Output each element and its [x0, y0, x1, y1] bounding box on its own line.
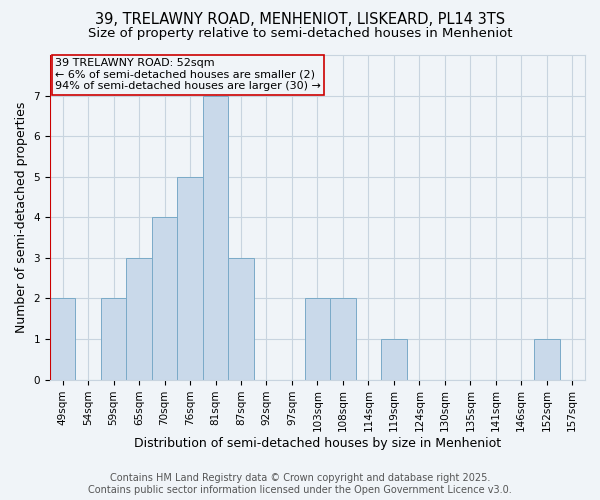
Bar [330, 298, 356, 380]
Bar [203, 96, 228, 380]
Bar [178, 176, 203, 380]
Bar [228, 258, 254, 380]
Bar [381, 339, 407, 380]
Text: 39 TRELAWNY ROAD: 52sqm
← 6% of semi-detached houses are smaller (2)
94% of semi: 39 TRELAWNY ROAD: 52sqm ← 6% of semi-det… [55, 58, 321, 92]
Bar [305, 298, 330, 380]
Bar [50, 298, 76, 380]
Y-axis label: Number of semi-detached properties: Number of semi-detached properties [15, 102, 28, 333]
Bar [534, 339, 560, 380]
Bar [101, 298, 127, 380]
Bar [152, 218, 178, 380]
X-axis label: Distribution of semi-detached houses by size in Menheniot: Distribution of semi-detached houses by … [134, 437, 501, 450]
Text: Size of property relative to semi-detached houses in Menheniot: Size of property relative to semi-detach… [88, 28, 512, 40]
Text: Contains HM Land Registry data © Crown copyright and database right 2025.
Contai: Contains HM Land Registry data © Crown c… [88, 474, 512, 495]
Text: 39, TRELAWNY ROAD, MENHENIOT, LISKEARD, PL14 3TS: 39, TRELAWNY ROAD, MENHENIOT, LISKEARD, … [95, 12, 505, 28]
Bar [127, 258, 152, 380]
